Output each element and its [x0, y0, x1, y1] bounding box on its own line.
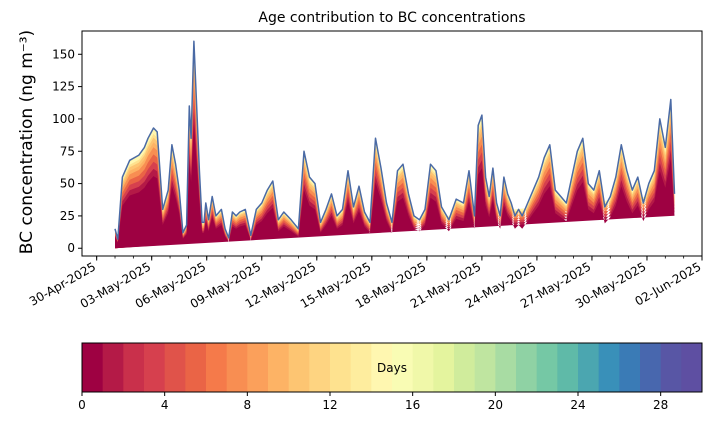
colorbar-segment [392, 343, 414, 392]
colorbar-segment [495, 343, 517, 392]
colorbar-segment [102, 343, 124, 392]
colorbar-tick-label: 12 [322, 398, 337, 412]
colorbar-segment [82, 343, 104, 392]
colorbar-tick-label: 8 [244, 398, 252, 412]
y-tick-label: 0 [67, 241, 75, 255]
colorbar-segment [206, 343, 228, 392]
y-tick-label: 150 [52, 47, 75, 61]
colorbar-label: Days [377, 361, 407, 375]
y-tick-label: 25 [60, 209, 75, 223]
colorbar-segment [144, 343, 166, 392]
colorbar-segment [516, 343, 538, 392]
colorbar-segment [123, 343, 145, 392]
colorbar-segment [412, 343, 434, 392]
colorbar-segment [660, 343, 682, 392]
colorbar-segment [640, 343, 662, 392]
chart-title: Age contribution to BC concentrations [258, 10, 525, 26]
colorbar-tick-label: 24 [570, 398, 585, 412]
colorbar-segment [433, 343, 455, 392]
colorbar-segment [454, 343, 476, 392]
age-band-area-8 [115, 124, 675, 249]
y-tick-label: 100 [52, 112, 75, 126]
colorbar-segment [268, 343, 290, 392]
colorbar-segment [598, 343, 620, 392]
colorbar-tick-label: 4 [161, 398, 169, 412]
colorbar-segment [536, 343, 558, 392]
colorbar-segment [185, 343, 207, 392]
y-tick-label: 75 [60, 144, 75, 158]
colorbar-frame [81, 342, 703, 393]
colorbar-tick-label: 28 [653, 398, 668, 412]
y-tick-label: 50 [60, 177, 75, 191]
colorbar-tick-label: 16 [405, 398, 420, 412]
colorbar-segment [578, 343, 600, 392]
y-axis-label: BC concentration (ng m⁻³) [17, 30, 37, 254]
colorbar-segment [681, 343, 703, 392]
plot-frame [81, 30, 703, 257]
colorbar-segment [350, 343, 372, 392]
colorbar-segment [247, 343, 269, 392]
colorbar-tick-label: 0 [78, 398, 86, 412]
colorbar-segment [619, 343, 641, 392]
colorbar-segment [164, 343, 186, 392]
colorbar-segment [309, 343, 331, 392]
colorbar-tick-label: 20 [488, 398, 503, 412]
colorbar-segment [371, 343, 393, 392]
colorbar-segment [330, 343, 352, 392]
total-bc-line [114, 40, 676, 240]
colorbar-segment [474, 343, 496, 392]
colorbar-segment [557, 343, 579, 392]
colorbar-segment [288, 343, 310, 392]
y-tick-label: 125 [52, 80, 75, 94]
colorbar-segment [226, 343, 248, 392]
